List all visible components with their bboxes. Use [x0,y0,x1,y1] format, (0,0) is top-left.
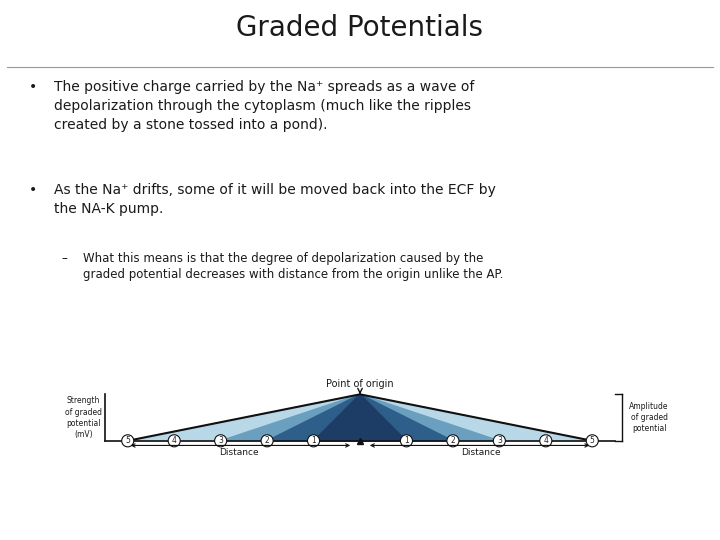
Circle shape [261,435,273,447]
Polygon shape [220,394,500,441]
Text: •: • [29,183,37,197]
Circle shape [122,435,134,447]
Text: 5: 5 [125,436,130,446]
Circle shape [586,435,598,447]
Text: 3: 3 [218,436,223,446]
Circle shape [447,435,459,447]
Text: 2: 2 [451,436,455,446]
Text: Point of origin: Point of origin [326,379,394,389]
Polygon shape [267,394,453,441]
Text: What this means is that the degree of depolarization caused by the
graded potent: What this means is that the degree of de… [83,252,503,281]
Circle shape [307,435,320,447]
Circle shape [168,435,180,447]
Text: The positive charge carried by the Na⁺ spreads as a wave of
depolarization throu: The positive charge carried by the Na⁺ s… [54,80,474,132]
Circle shape [215,435,227,447]
Text: Graded Potentials: Graded Potentials [236,14,484,42]
Text: 5: 5 [590,436,595,446]
Text: Distance: Distance [220,448,259,457]
Polygon shape [127,394,593,441]
Text: 1: 1 [311,436,316,446]
Text: 1: 1 [404,436,409,446]
Text: 3: 3 [497,436,502,446]
Text: Distance: Distance [461,448,500,457]
Text: –: – [61,252,67,265]
Text: 2: 2 [265,436,269,446]
Text: •: • [29,80,37,94]
Text: Amplitude
of graded
potential: Amplitude of graded potential [629,402,669,433]
Circle shape [540,435,552,447]
Text: 4: 4 [172,436,176,446]
Polygon shape [313,394,407,441]
Circle shape [493,435,505,447]
Text: Strength
of graded
potential
(mV): Strength of graded potential (mV) [65,396,102,438]
Text: 4: 4 [544,436,548,446]
Circle shape [400,435,413,447]
Text: As the Na⁺ drifts, some of it will be moved back into the ECF by
the NA-K pump.: As the Na⁺ drifts, some of it will be mo… [54,183,496,216]
